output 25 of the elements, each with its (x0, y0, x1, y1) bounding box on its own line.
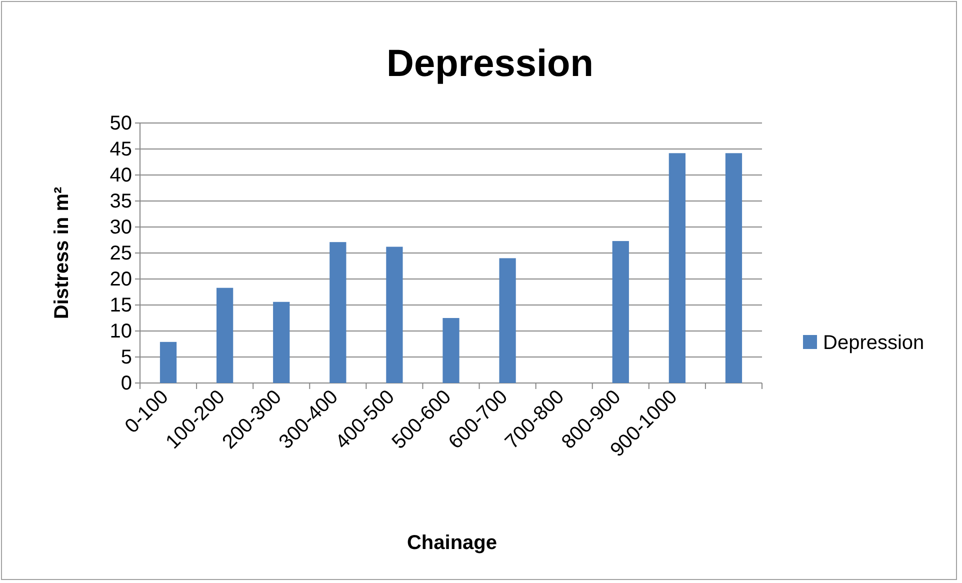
y-tick-label: 15 (110, 294, 132, 316)
y-tick-label: 50 (110, 112, 132, 134)
y-tick-label: 10 (110, 320, 132, 342)
y-tick-label: 25 (110, 242, 132, 264)
bar (442, 318, 460, 383)
y-tick-label: 0 (120, 372, 132, 394)
x-axis-title: Chainage (406, 532, 498, 554)
y-tick-label: 40 (110, 164, 132, 186)
y-tick-label: 20 (110, 268, 132, 290)
y-tick-label: 30 (110, 216, 132, 238)
bar (216, 288, 234, 383)
y-tick-label: 45 (110, 138, 132, 160)
chart-title: Depression (386, 43, 594, 85)
bar (499, 258, 516, 383)
bar (330, 242, 346, 383)
bar (160, 342, 177, 383)
bar (725, 153, 742, 383)
legend-label: Depression (823, 332, 924, 354)
bar (612, 241, 629, 383)
y-tick-label: 35 (110, 190, 132, 212)
y-tick-label: 5 (120, 346, 132, 368)
bar (668, 153, 686, 383)
bar (386, 246, 403, 383)
y-axis-title: Distress in m² (51, 186, 73, 320)
bar (273, 302, 290, 383)
